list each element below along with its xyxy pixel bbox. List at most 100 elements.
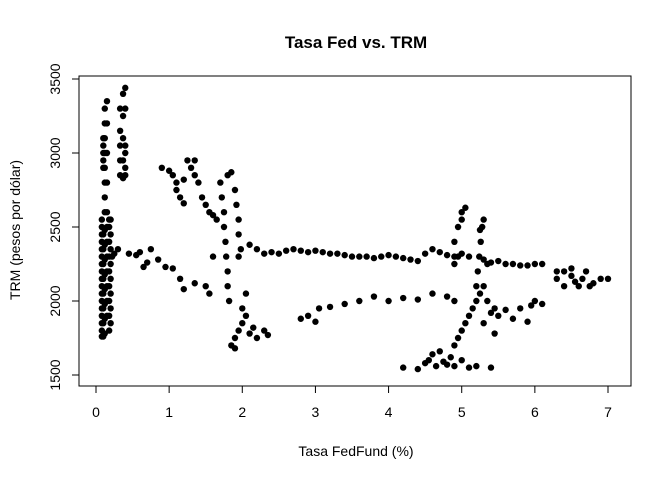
data-point (253, 246, 261, 253)
data-point (107, 275, 114, 282)
data-point (202, 201, 209, 208)
data-point (443, 361, 451, 368)
data-point (531, 297, 539, 305)
data-point (560, 283, 568, 290)
data-point (261, 327, 268, 334)
data-point (326, 303, 334, 311)
y-tick-label: 3500 (47, 63, 63, 94)
data-point (187, 164, 195, 171)
data-point (480, 320, 487, 327)
data-point (487, 309, 495, 317)
data-point (304, 312, 312, 319)
data-point (119, 135, 127, 142)
data-point (290, 246, 297, 253)
data-point (454, 223, 462, 231)
data-point (524, 262, 531, 269)
data-point (176, 275, 184, 282)
data-point (571, 278, 579, 285)
data-point (191, 157, 198, 164)
data-point (206, 290, 213, 297)
y-axis: 1500 2000 2500 3000 3500 (47, 63, 80, 391)
data-point (465, 312, 473, 319)
y-tick-label: 3000 (47, 137, 63, 168)
data-point (233, 201, 240, 208)
data-point (400, 294, 407, 302)
data-point (101, 164, 108, 171)
data-point (250, 324, 257, 331)
data-point (477, 238, 484, 245)
data-point (407, 256, 414, 263)
data-point (235, 253, 242, 260)
data-point (217, 179, 224, 186)
data-point (476, 253, 483, 260)
data-point (103, 209, 111, 216)
data-point (378, 253, 385, 260)
data-point (312, 247, 319, 254)
data-point (222, 253, 230, 260)
data-point (491, 330, 498, 337)
data-point (105, 312, 113, 319)
data-point (487, 364, 495, 371)
data-point (116, 142, 124, 149)
data-point (474, 268, 482, 275)
data-point (465, 253, 473, 260)
data-point (454, 253, 462, 260)
data-point (235, 327, 242, 334)
data-point (356, 297, 363, 305)
data-point (116, 127, 124, 134)
data-point (105, 297, 113, 305)
data-point (107, 231, 114, 238)
data-point (261, 250, 268, 257)
data-point (268, 248, 275, 256)
data-point (326, 250, 334, 257)
data-point (224, 268, 231, 275)
data-point (195, 179, 202, 186)
data-point (239, 305, 246, 312)
data-point (122, 172, 129, 179)
data-point (443, 251, 451, 259)
data-point (568, 272, 575, 280)
data-point (458, 357, 465, 364)
data-point (101, 135, 108, 142)
data-point (180, 176, 187, 183)
data-point (363, 253, 370, 260)
data-point (553, 275, 560, 282)
data-point (147, 246, 155, 253)
data-point (451, 342, 458, 349)
data-point (253, 334, 261, 342)
data-point (246, 330, 253, 337)
data-point (473, 362, 480, 370)
data-point (414, 365, 422, 373)
x-tick-label: 5 (458, 404, 466, 420)
data-point (180, 200, 187, 207)
data-point (105, 327, 113, 334)
data-point (590, 280, 597, 287)
data-point (100, 142, 107, 149)
data-point (568, 265, 575, 272)
x-tick-label: 3 (312, 404, 320, 420)
data-point (237, 246, 245, 253)
data-point (432, 362, 440, 370)
data-point (136, 248, 144, 256)
data-point (246, 241, 253, 248)
data-point (484, 260, 491, 268)
data-point (341, 251, 348, 259)
data-point (105, 223, 113, 231)
data-point (209, 253, 217, 260)
data-point (114, 246, 122, 253)
data-point (597, 275, 604, 282)
data-point (169, 265, 176, 272)
data-point (119, 157, 127, 164)
data-point (158, 164, 166, 171)
x-axis-label: Tasa FedFund (%) (298, 443, 413, 459)
data-point (315, 305, 323, 312)
data-point (101, 194, 108, 201)
data-point (524, 318, 531, 325)
data-point (400, 254, 407, 262)
data-point (107, 260, 114, 268)
data-point (553, 268, 560, 275)
y-axis-label: TRM (pesos por dólar) (7, 160, 23, 300)
data-point (103, 98, 111, 105)
data-point (235, 231, 242, 238)
data-point (119, 90, 127, 98)
